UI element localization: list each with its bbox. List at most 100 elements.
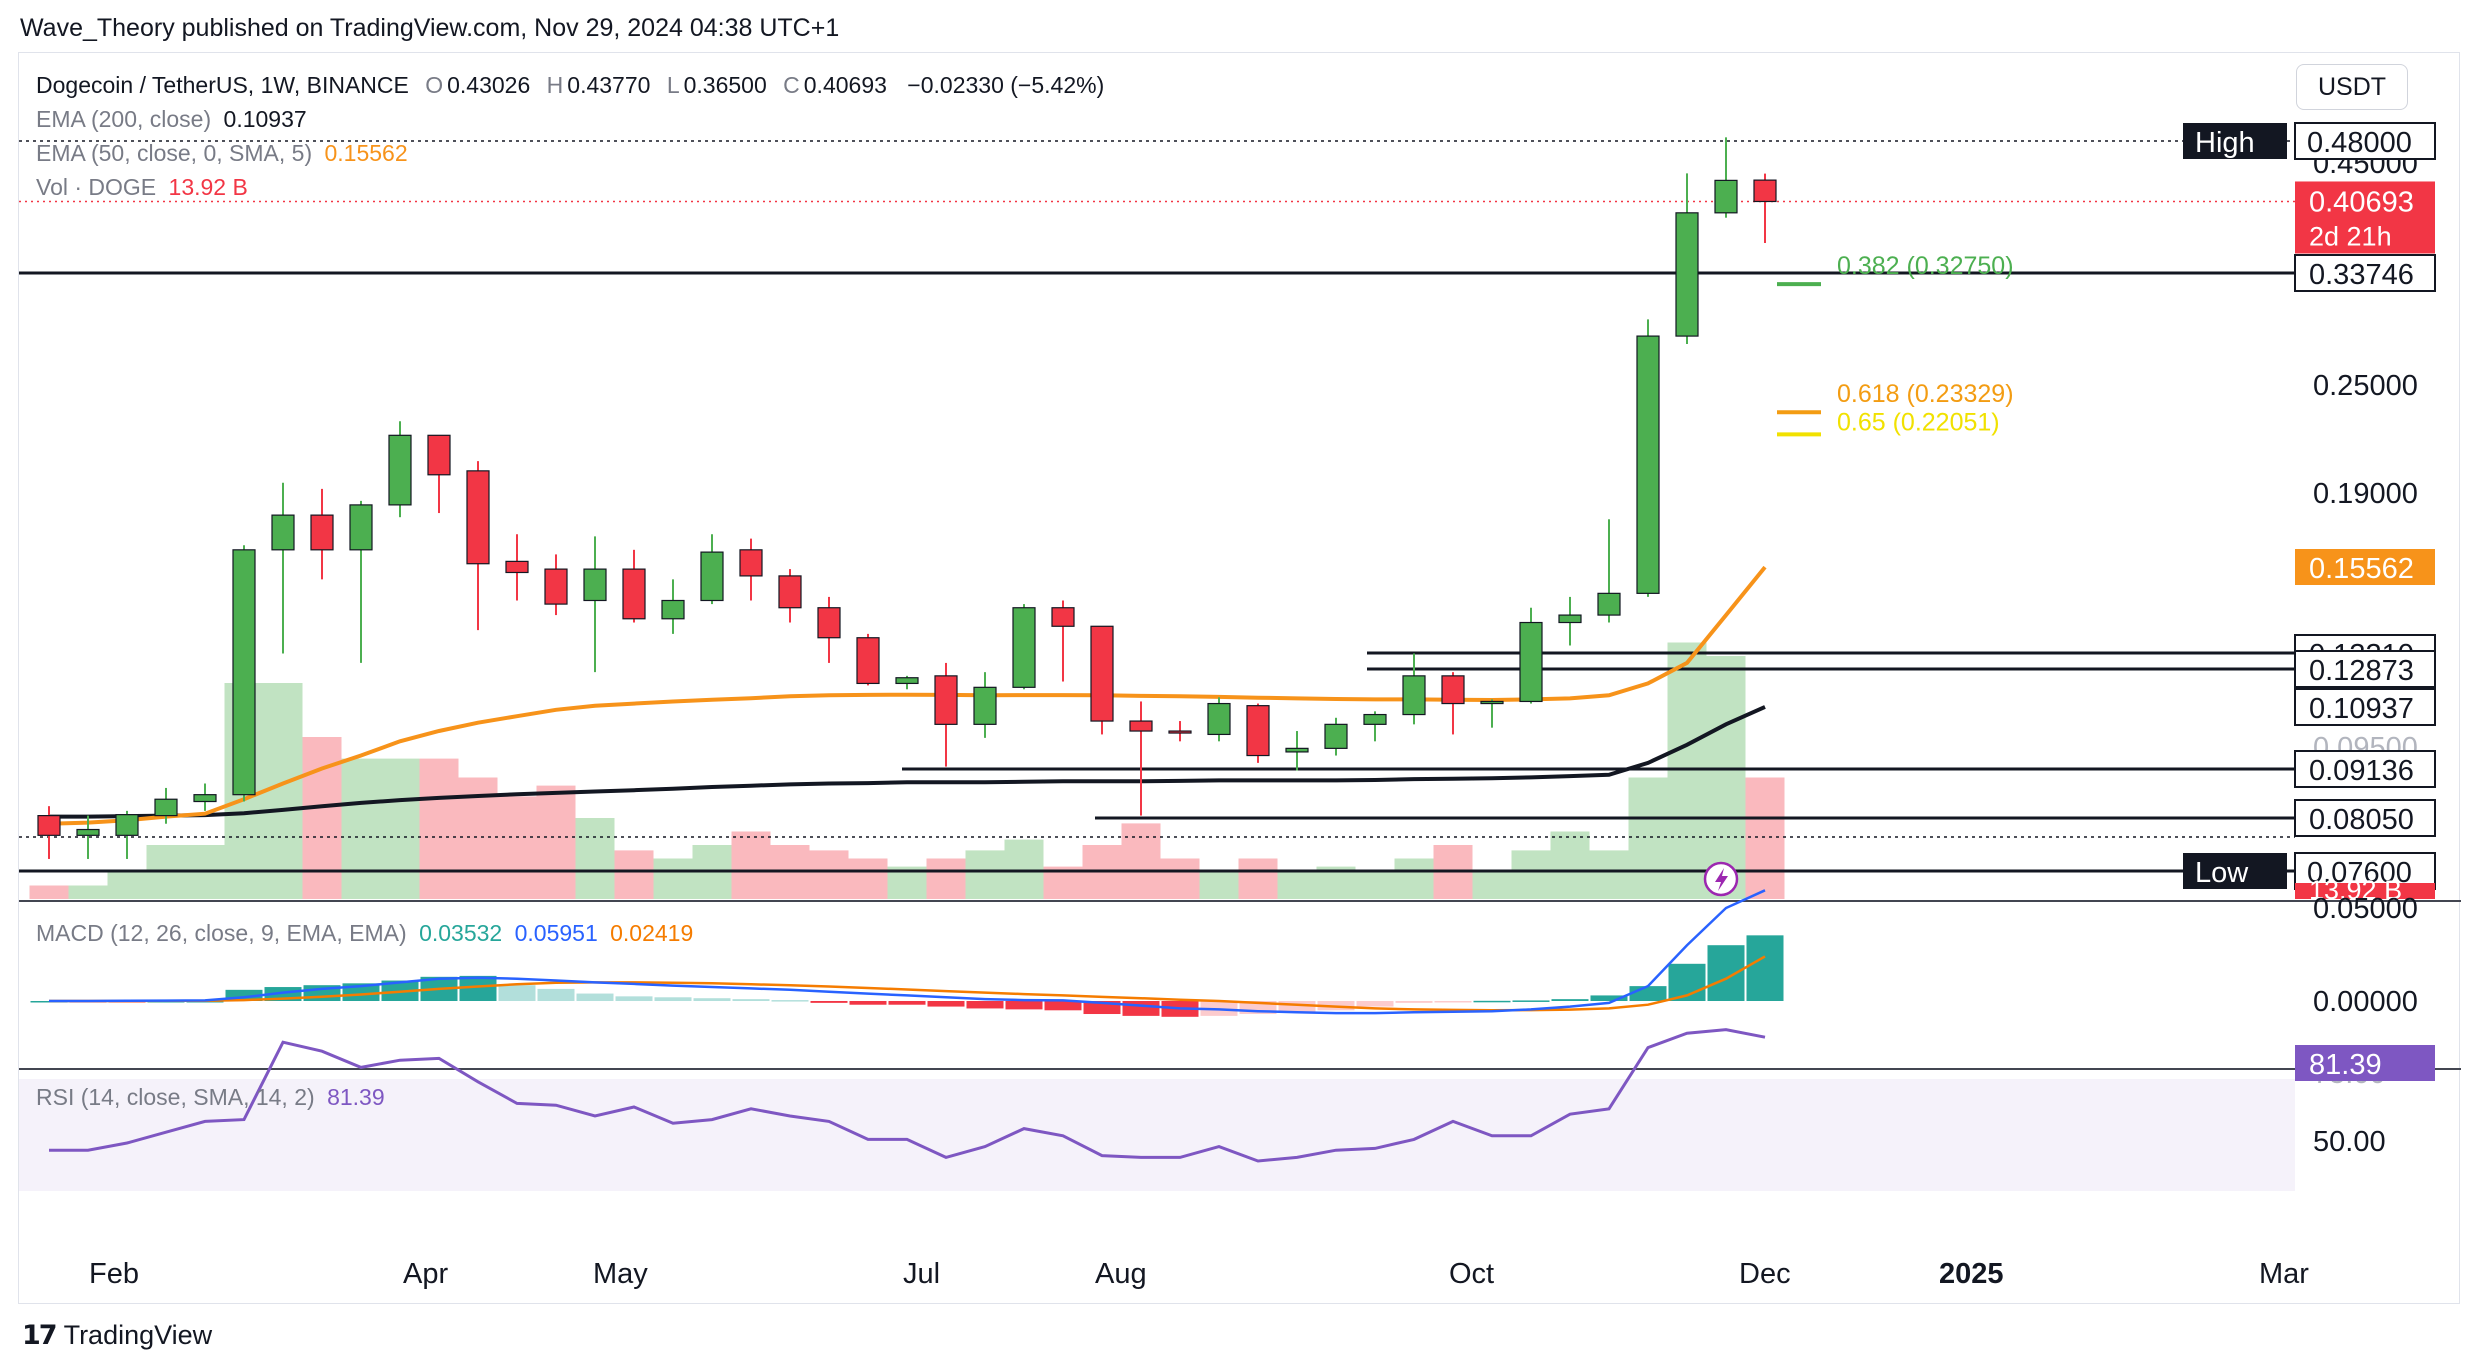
candle-body [700,551,724,602]
candle [193,783,217,811]
macd-histogram-bar [1395,1001,1433,1003]
macd-legend[interactable]: MACD (12, 26, close, 9, EMA, EMA) 0.0353… [36,920,693,947]
level-tag-bg [2294,799,2436,837]
ema50-tag-text: 0.15562 [2309,553,2414,585]
candle [1168,721,1192,742]
macd-hist-value: 0.03532 [419,920,503,946]
candle-body [817,607,841,639]
candle [1519,607,1543,704]
low-label-tag-text: Low [2195,857,2249,889]
volume-bar [341,758,381,899]
candle-body [1636,335,1660,594]
candle [1207,697,1231,742]
macd-histogram-bar [693,998,731,1001]
candle [1753,173,1777,244]
close-value: 0.40693 [803,72,887,98]
candle-body [1480,700,1504,705]
candle-body [466,470,490,565]
candle-body [1675,212,1699,337]
candle-body [1051,607,1075,627]
currency-button[interactable]: USDT [2296,64,2408,110]
macd-signal-value: 0.02419 [610,920,694,946]
time-axis-label: Feb [89,1258,139,1290]
macd-histogram-bar [849,1001,887,1005]
candle [739,538,763,601]
candle-body [934,675,958,725]
symbol-title[interactable]: Dogecoin / TetherUS, 1W, BINANCE [36,72,409,98]
volume-bar [731,831,771,899]
low-label-tag-bg [2183,853,2287,889]
volume-bar [302,737,342,899]
high-label-tag-bg [2183,123,2287,159]
volume-bar [575,818,615,899]
macd-line [49,889,1766,1015]
change-value: −0.02330 (−5.42%) [907,72,1105,98]
ohlc-legend-row[interactable]: Dogecoin / TetherUS, 1W, BINANCE O 0.4302… [36,68,1104,102]
candle [1636,319,1660,597]
macd-histogram-bar [615,996,653,1001]
volume-bar [380,758,420,899]
time-axis-label: Apr [403,1258,448,1290]
macd-line-value: 0.05951 [514,920,598,946]
volume-bar [965,850,1005,899]
candle-body [193,794,217,803]
macd-histogram-bar [537,988,575,1001]
candle-body [1519,621,1543,703]
chart-frame: 0.382 (0.32750) 0.618 (0.23329) 0.65 (0.22… [18,52,2461,1305]
high-value-tag-bg [2295,123,2435,159]
macd-histogram-bar [1707,945,1745,1001]
candle-body [661,599,685,620]
ema50-legend-row[interactable]: EMA (50, close, 0, SMA, 5) 0.15562 [36,136,1104,170]
chart-canvas[interactable]: 0.382 (0.32750) 0.618 (0.23329)0.65 (0.22… [19,53,2461,1305]
candle [1675,173,1699,345]
macd-histogram-bar [927,1001,965,1007]
candle-body [76,828,100,836]
level-tag-bg [2294,650,2436,688]
publisher-line: Wave_Theory published on TradingView.com… [20,14,840,42]
candle-body [1207,702,1231,736]
volume-bar [1004,839,1044,899]
candle [622,549,646,623]
candle-body [310,514,334,551]
candle [349,500,373,663]
volume-tag-bg [2295,883,2435,899]
candle-body [427,434,451,476]
tradingview-logo[interactable]: 𝟭𝟳 TradingView [22,1320,212,1351]
candle [115,810,139,859]
ema50-tag-bg [2295,549,2435,585]
high-value-border [2294,122,2436,160]
candle [934,662,958,767]
rsi-value: 81.39 [327,1084,385,1110]
alert-lightning-icon [1703,861,1739,897]
candle [154,787,178,824]
volume-bar [1160,858,1200,899]
candle [1246,703,1270,763]
macd-histogram-bar [654,997,692,1001]
rsi-legend[interactable]: RSI (14, close, SMA, 14, 2) 81.39 [36,1084,385,1111]
candle-body [973,686,997,725]
candle-body [232,549,256,796]
time-axis-label: Dec [1739,1258,1791,1290]
macd-histogram-bar [1005,1001,1043,1010]
candle-body [271,514,295,551]
candle-body [1558,614,1582,624]
volume-bar [1628,777,1668,899]
alert-icon-bolt [1715,868,1728,891]
tv-logo-icon: 𝟭𝟳 [22,1320,58,1350]
candle [895,675,919,690]
rsi-axis-tick: 50.00 [2313,1126,2386,1158]
candle [1402,653,1426,725]
volume-bar [263,683,303,899]
price-axis-tick: 0.25000 [2313,370,2418,402]
time-axis-label: Mar [2259,1258,2309,1290]
ema200-legend-row[interactable]: EMA (200, close) 0.10937 [36,102,1104,136]
rsi-label: RSI (14, close, SMA, 14, 2) [36,1084,315,1110]
candle-body [583,568,607,602]
volume-bar [1355,872,1395,899]
candle [1090,625,1114,735]
candle [583,536,607,673]
main-legend: Dogecoin / TetherUS, 1W, BINANCE O 0.4302… [36,68,1104,204]
high-label-tag-text: High [2195,127,2255,159]
volume-legend-row[interactable]: Vol · DOGE 13.92 B [36,170,1104,204]
candle-body [1597,592,1621,616]
